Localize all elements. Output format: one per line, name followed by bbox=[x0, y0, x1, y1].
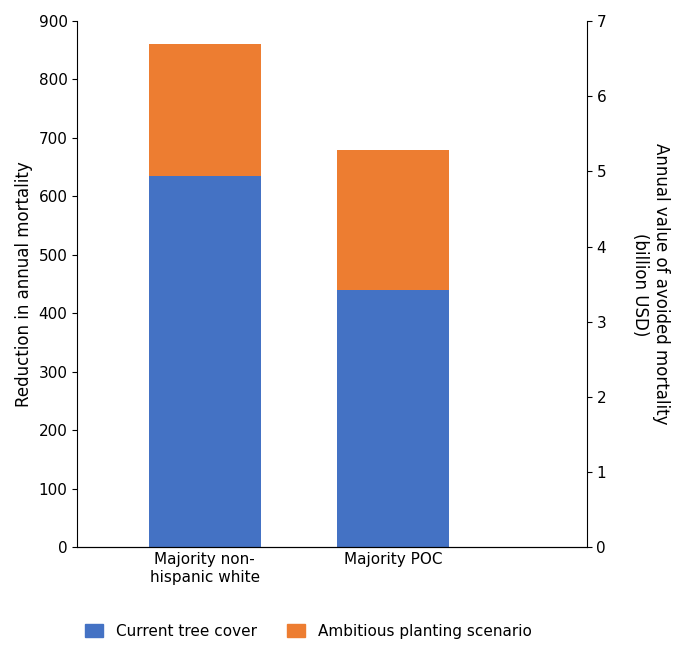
Legend: Current tree cover, Ambitious planting scenario: Current tree cover, Ambitious planting s… bbox=[79, 617, 538, 645]
Bar bbox=[337, 150, 449, 290]
Y-axis label: Annual value of avoided mortality
(billion USD): Annual value of avoided mortality (billi… bbox=[631, 144, 670, 425]
Y-axis label: Reduction in annual mortality: Reduction in annual mortality bbox=[15, 161, 33, 407]
Bar bbox=[337, 290, 449, 548]
Bar bbox=[149, 44, 261, 176]
Bar bbox=[149, 176, 261, 548]
